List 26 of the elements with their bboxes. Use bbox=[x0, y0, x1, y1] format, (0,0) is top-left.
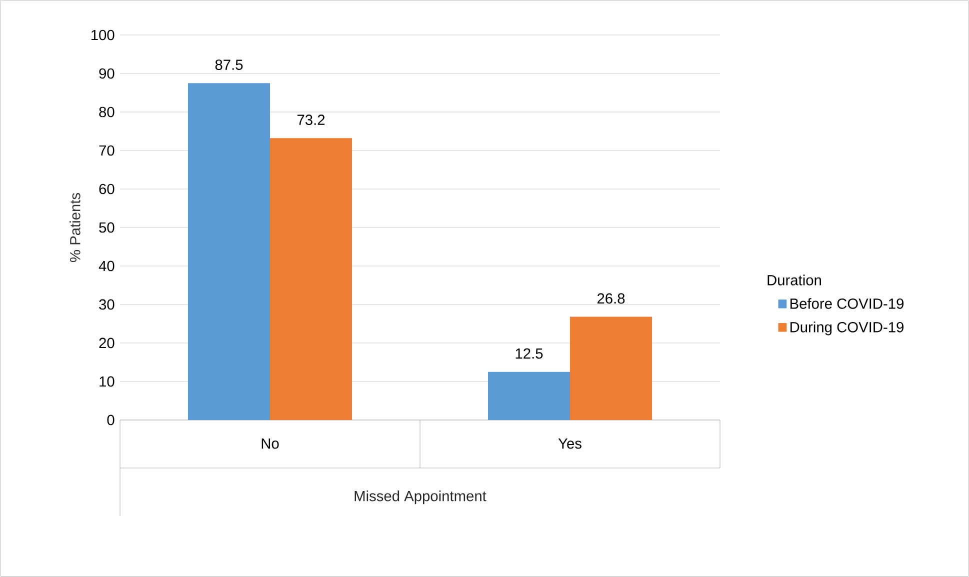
legend-label: During COVID-19 bbox=[790, 322, 904, 336]
y-tick-label: 70 bbox=[99, 145, 114, 156]
y-tick-label: 80 bbox=[99, 106, 114, 118]
y-tick-label: 100 bbox=[91, 30, 114, 40]
legend-label: Before COVID-19 bbox=[790, 298, 904, 309]
bar bbox=[188, 83, 270, 420]
bar bbox=[570, 316, 652, 420]
legend-title: Duration bbox=[768, 274, 821, 286]
y-tick-label: 20 bbox=[99, 338, 114, 348]
x-tick-label: No bbox=[262, 438, 279, 449]
x-axis-title: Missed Appointment bbox=[354, 490, 486, 504]
bar bbox=[488, 372, 570, 420]
data-label: 26.8 bbox=[597, 293, 625, 304]
data-label: 87.5 bbox=[215, 60, 243, 70]
y-tick-label: 30 bbox=[99, 299, 114, 310]
y-tick-label: 40 bbox=[98, 260, 114, 272]
y-tick-label: 90 bbox=[99, 68, 114, 79]
y-tick-label: 60 bbox=[99, 184, 114, 194]
data-label: 12.5 bbox=[516, 348, 543, 359]
y-axis-title: % Patients bbox=[70, 192, 80, 262]
y-tick-label: 10 bbox=[100, 376, 114, 387]
y-tick-label: 50 bbox=[99, 222, 114, 233]
x-tick-label: Yes bbox=[558, 438, 582, 449]
data-label: 73.2 bbox=[297, 114, 325, 126]
y-tick-label: 0 bbox=[107, 414, 114, 426]
bar bbox=[270, 138, 352, 420]
